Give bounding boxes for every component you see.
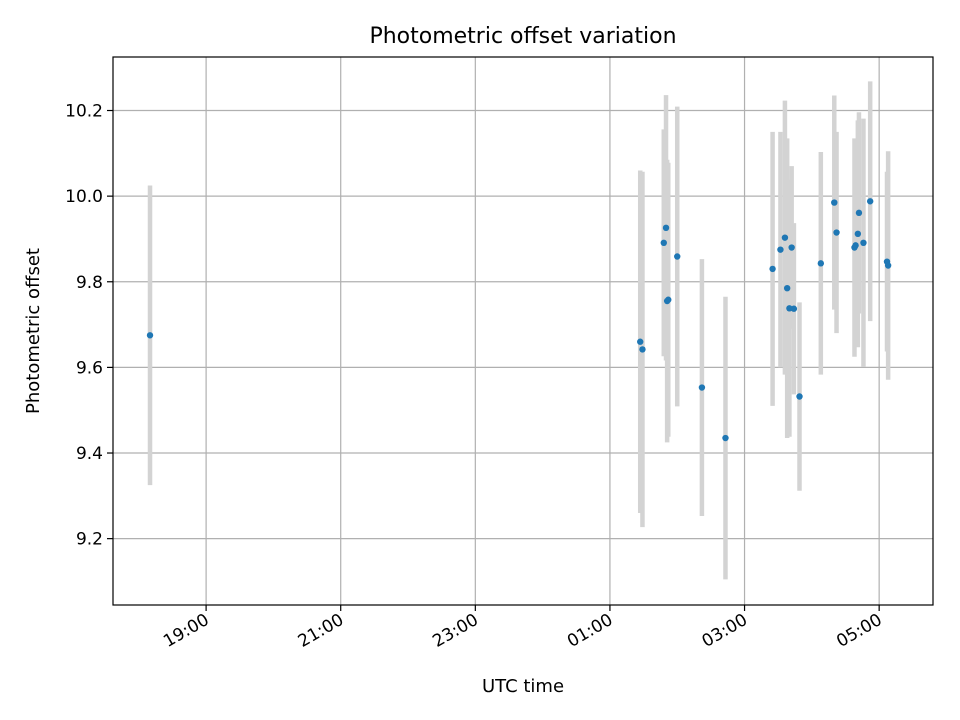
data-point — [698, 384, 706, 391]
data-point — [662, 224, 670, 232]
y-tick-label: 10.0 — [65, 187, 103, 207]
y-axis-ticks: 9.2 9.4 9.6 9.8 10.0 10.2 — [65, 102, 113, 550]
data-point — [790, 305, 798, 312]
data-point — [783, 284, 791, 292]
chart-title: Photometric offset variation — [369, 24, 676, 49]
data-point — [852, 242, 859, 249]
y-tick-label: 9.2 — [76, 530, 103, 550]
y-tick-label: 9.6 — [76, 358, 103, 378]
data-point — [660, 239, 667, 247]
data-point — [674, 253, 681, 260]
y-axis-label: Photometric offset — [23, 248, 44, 414]
axes-frame — [112, 56, 934, 606]
data-point — [831, 199, 838, 206]
y-tick-label: 9.8 — [76, 273, 103, 293]
data-point — [781, 234, 789, 241]
data-point — [788, 244, 795, 251]
data-point — [637, 338, 644, 345]
data-point — [884, 262, 892, 269]
data-point — [146, 332, 154, 339]
y-tick-label: 9.4 — [76, 444, 103, 464]
data-point — [769, 265, 776, 273]
data-point — [860, 239, 867, 247]
data-point — [722, 434, 729, 442]
data-point — [665, 296, 672, 303]
data-point — [833, 229, 840, 236]
grid — [113, 57, 933, 605]
data-point — [796, 393, 803, 400]
data-points — [146, 198, 892, 442]
data-point — [817, 260, 825, 267]
data-point — [854, 230, 862, 238]
data-point — [639, 346, 646, 353]
data-point — [866, 198, 874, 205]
y-tick-label: 10.2 — [65, 102, 103, 122]
x-axis-label: UTC time — [482, 676, 564, 697]
data-point — [855, 209, 863, 217]
data-point — [777, 246, 784, 253]
